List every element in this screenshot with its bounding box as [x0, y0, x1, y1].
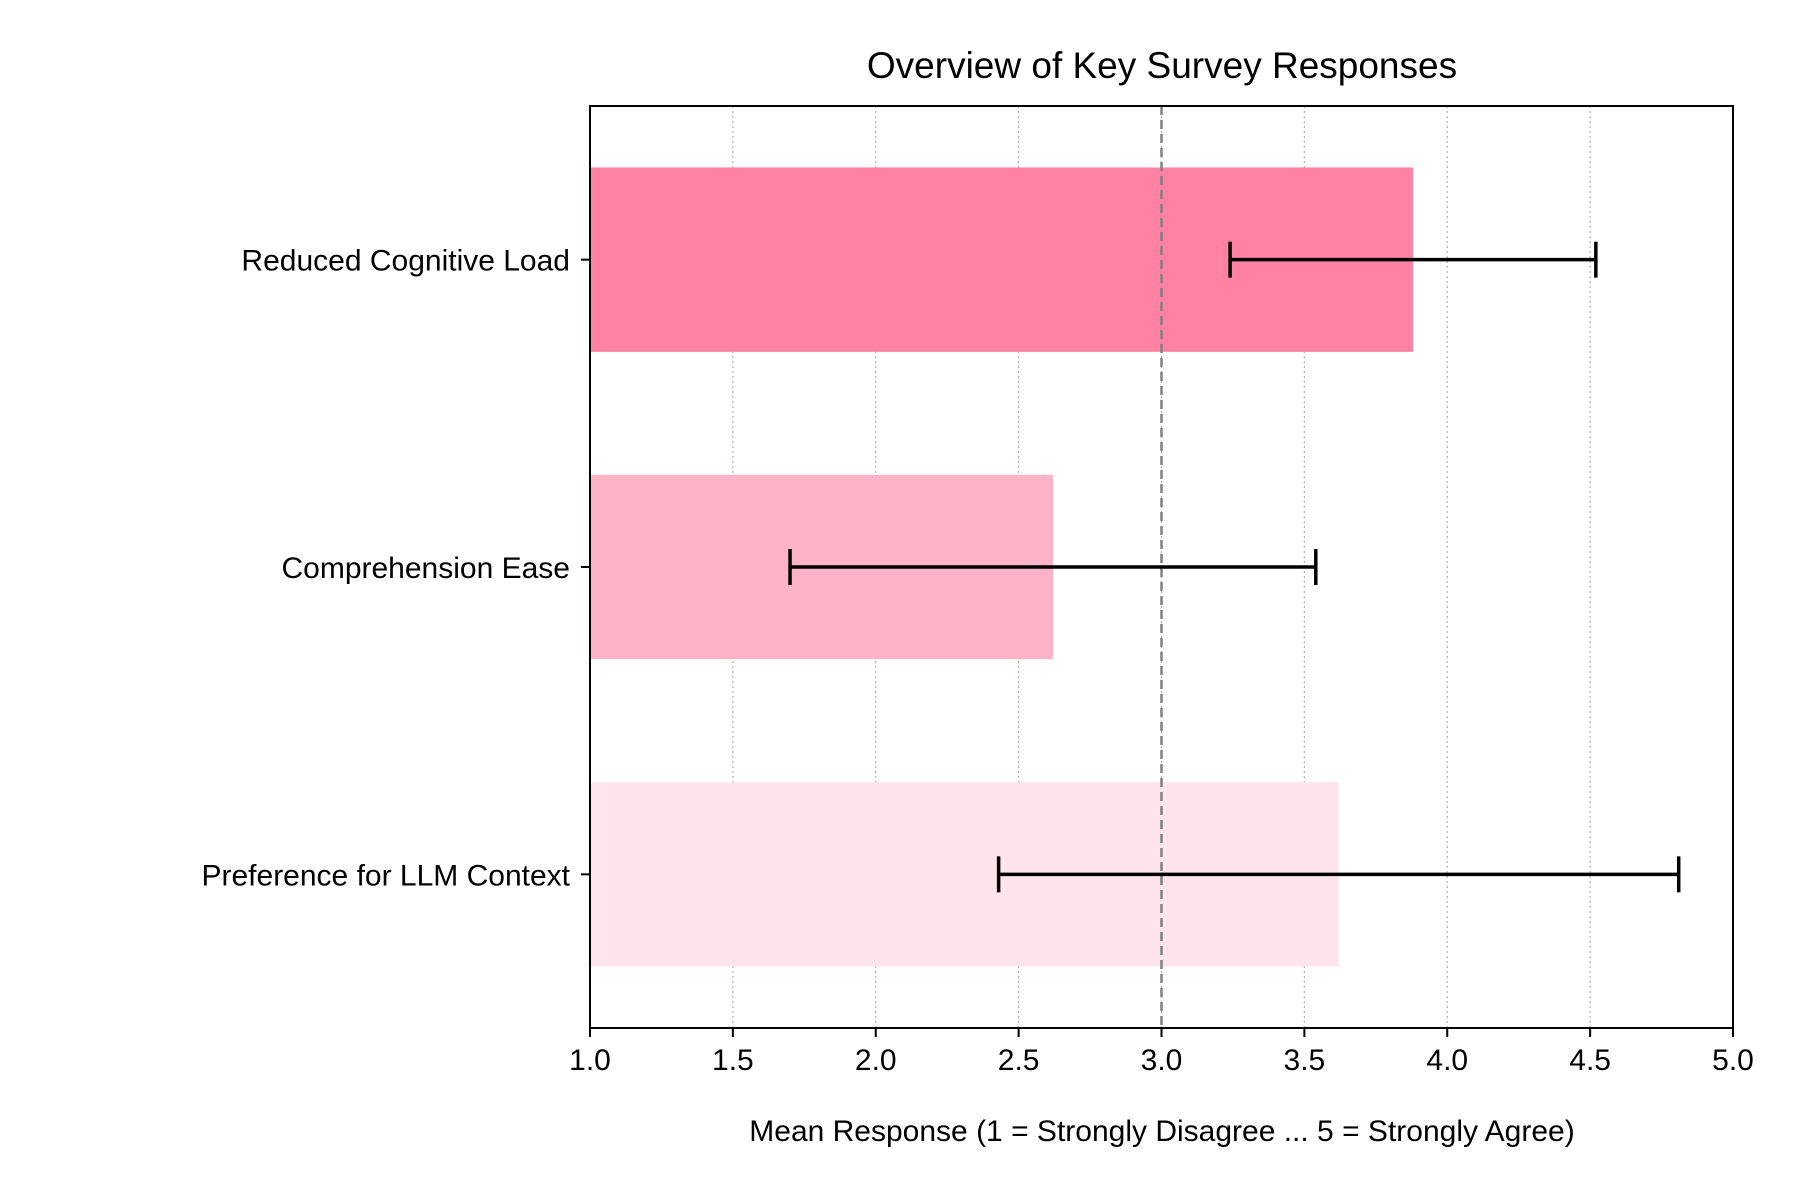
y-tick-label-preference-for-llm-context: Preference for LLM Context: [201, 859, 570, 892]
y-axis-ticks: Reduced Cognitive Load Comprehension Ease…: [201, 245, 590, 892]
y-tick-label-comprehension-ease: Comprehension Ease: [281, 552, 570, 585]
error-bars: [788, 241, 1681, 893]
x-tick-label-1.0: 1.0: [569, 1044, 611, 1077]
bars: [590, 167, 1413, 967]
x-axis-label: Mean Response (1 = Strongly Disagree ...…: [749, 1115, 1574, 1148]
x-tick-label-5.0: 5.0: [1712, 1044, 1754, 1077]
x-tick-label-2.5: 2.5: [998, 1044, 1040, 1077]
y-tick-label-reduced-cognitive-load: Reduced Cognitive Load: [241, 245, 570, 278]
chart-title: Overview of Key Survey Responses: [867, 45, 1457, 86]
x-tick-label-3.5: 3.5: [1284, 1044, 1326, 1077]
x-axis-ticks: 1.0 1.5 2.0 2.5 3.0 3.5 4.0 4.5 5.0: [569, 1028, 1754, 1077]
x-tick-label-2.0: 2.0: [855, 1044, 897, 1077]
x-tick-label-3.0: 3.0: [1141, 1044, 1183, 1077]
x-tick-label-4.5: 4.5: [1569, 1044, 1611, 1077]
x-tick-label-4.0: 4.0: [1426, 1044, 1468, 1077]
x-tick-label-1.5: 1.5: [712, 1044, 754, 1077]
error-bar-comprehension-ease: [788, 549, 1318, 585]
error-bar-preference-for-llm-context: [996, 856, 1681, 893]
error-bar-reduced-cognitive-load: [1228, 241, 1598, 278]
